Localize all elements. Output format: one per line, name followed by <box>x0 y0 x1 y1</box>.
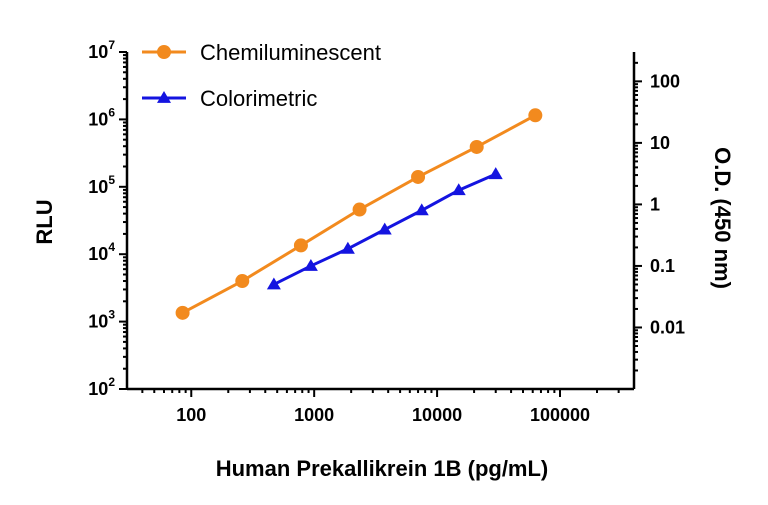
y2-tick-label: 100 <box>650 71 680 91</box>
legend-label: Colorimetric <box>200 86 317 111</box>
y2-tick-label: 10 <box>650 133 670 153</box>
colorimetric-point <box>414 203 429 216</box>
x-axis-title: Human Prekallikrein 1B (pg/mL) <box>216 456 549 481</box>
chemiluminescent-point <box>411 169 426 184</box>
chemiluminescent-point <box>293 238 308 253</box>
legend-triangle-marker <box>157 91 171 103</box>
chemiluminescent-point <box>175 305 190 320</box>
chemiluminescent-point <box>528 108 543 123</box>
y-tick-label: 102 <box>88 375 115 399</box>
legend-label: Chemiluminescent <box>200 40 381 65</box>
x-tick-label: 100 <box>176 405 206 425</box>
x-tick-label: 100000 <box>530 405 590 425</box>
y-tick-label: 104 <box>88 240 115 264</box>
y2-tick-label: 1 <box>650 194 660 214</box>
chemiluminescent-point <box>352 202 367 217</box>
colorimetric-point <box>377 222 392 235</box>
colorimetric-point <box>266 277 281 290</box>
x-tick-label: 1000 <box>294 405 334 425</box>
y-tick-label: 103 <box>88 308 115 332</box>
chemiluminescent-point <box>235 274 250 289</box>
colorimetric-point <box>488 167 503 180</box>
colorimetric-point <box>340 241 355 254</box>
colorimetric-point <box>451 183 466 196</box>
y2-axis-title: O.D. (450 nm) <box>710 147 735 289</box>
y2-tick-label: 0.1 <box>650 256 675 276</box>
legend-circle-marker <box>157 45 171 59</box>
x-tick-label: 10000 <box>412 405 462 425</box>
y2-tick-label: 0.01 <box>650 317 685 337</box>
y-axis-title: RLU <box>32 199 57 244</box>
y-tick-label: 106 <box>88 105 115 129</box>
chemiluminescent-point <box>469 139 484 154</box>
y-tick-label: 105 <box>88 173 115 197</box>
y-tick-label: 107 <box>88 38 115 62</box>
colorimetric-point <box>303 258 318 271</box>
